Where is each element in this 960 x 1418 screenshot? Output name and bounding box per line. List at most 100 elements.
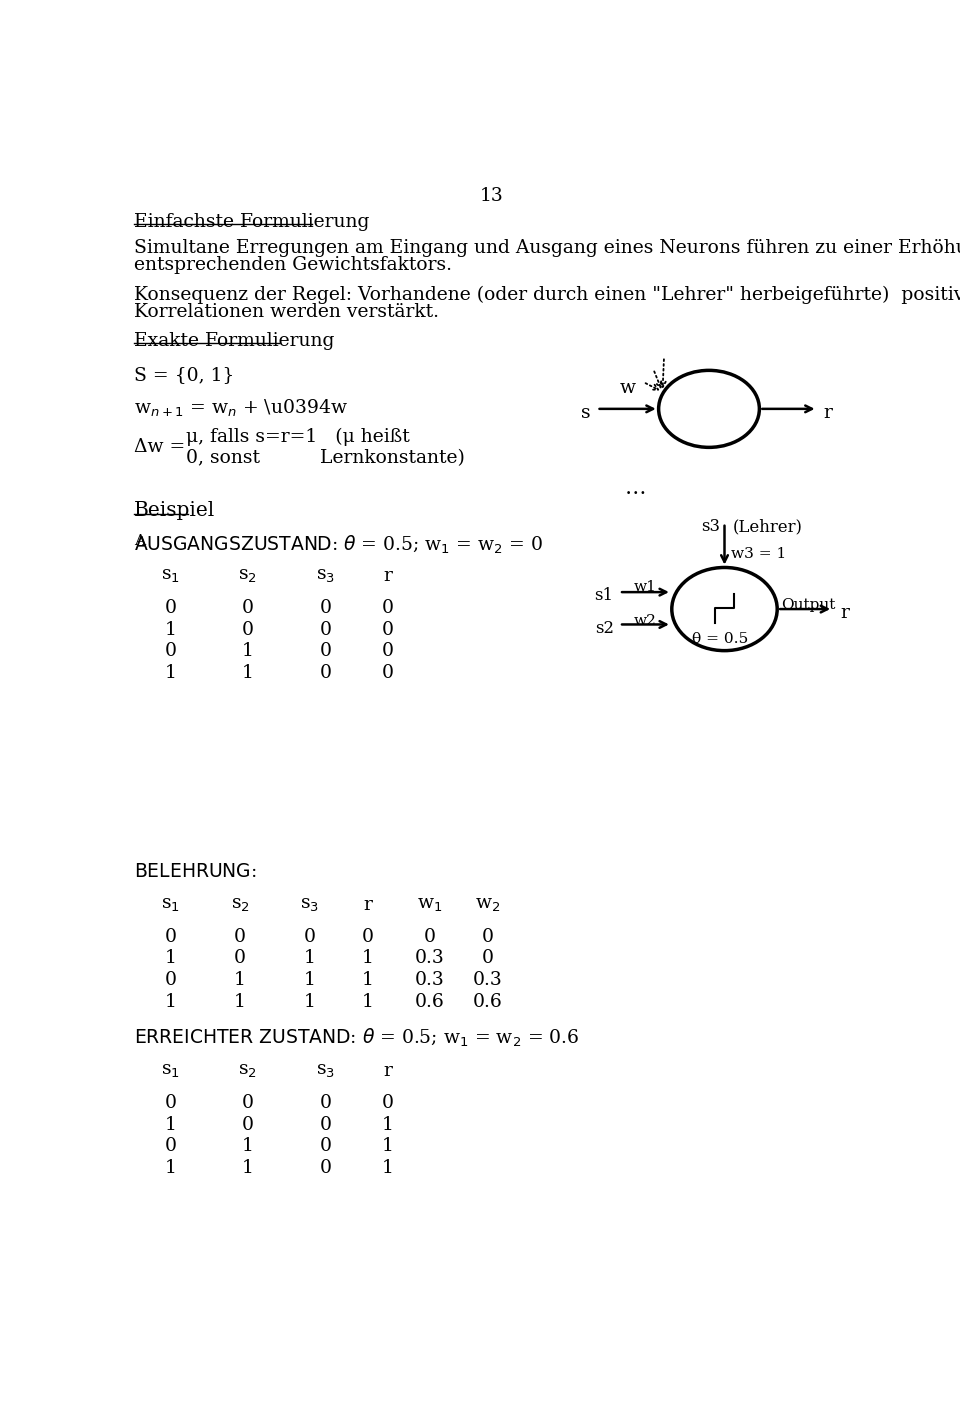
Text: r: r [383,567,392,584]
Text: Δw =: Δw = [134,438,185,457]
Text: θ = 0.5: θ = 0.5 [692,632,749,647]
Text: 0: 0 [320,1137,331,1156]
Text: 1: 1 [242,642,253,661]
Text: Einfachste Formulierung: Einfachste Formulierung [134,213,370,231]
Text: 1: 1 [362,971,374,988]
Text: 0: 0 [164,927,177,946]
Text: 0: 0 [320,1159,331,1177]
Text: 0: 0 [381,1095,394,1112]
Text: 0, sonst          Lernkonstante): 0, sonst Lernkonstante) [186,450,465,467]
Text: 0: 0 [362,927,374,946]
Text: 0: 0 [320,621,331,638]
Text: 1: 1 [304,993,316,1011]
Text: 0: 0 [482,927,494,946]
Text: 0.6: 0.6 [415,993,444,1011]
Text: 0: 0 [242,1095,253,1112]
Text: 0: 0 [320,1116,331,1134]
Text: 1: 1 [242,1159,253,1177]
Text: 0.3: 0.3 [473,971,503,988]
Text: 0: 0 [381,642,394,661]
Text: $\mathsf{ERREICHTER\ ZUSTAND}$: $\theta$ = 0.5; w$_1$ = w$_2$ = 0.6: $\mathsf{ERREICHTER\ ZUSTAND}$: $\theta$… [134,1027,579,1049]
Text: s$_3$: s$_3$ [300,896,320,913]
Text: S = {0, 1}: S = {0, 1} [134,366,234,384]
Text: Output: Output [781,598,835,613]
Text: 0: 0 [242,621,253,638]
Text: 1: 1 [234,993,246,1011]
Text: 13: 13 [480,187,504,206]
Text: 0: 0 [164,1137,177,1156]
Text: 0: 0 [234,950,246,967]
Text: w2: w2 [634,614,657,628]
Text: 1: 1 [164,950,177,967]
Text: 0: 0 [242,598,253,617]
Text: w: w [619,379,636,397]
Text: s2: s2 [594,620,613,637]
Text: 0: 0 [320,642,331,661]
Text: 1: 1 [242,664,253,682]
Text: s$_1$: s$_1$ [161,896,180,913]
Text: 1: 1 [164,1159,177,1177]
Text: 0: 0 [320,1095,331,1112]
Text: 1: 1 [362,993,374,1011]
Text: s3: s3 [701,518,720,535]
Text: 1: 1 [242,1137,253,1156]
Text: w$_2$: w$_2$ [475,896,501,913]
Text: 0: 0 [164,971,177,988]
Text: s$_2$: s$_2$ [238,1062,257,1081]
Text: 1: 1 [164,993,177,1011]
Text: 0: 0 [424,927,436,946]
Text: s$_3$: s$_3$ [316,1062,335,1081]
Text: s1: s1 [594,587,613,604]
Text: 0: 0 [164,642,177,661]
Text: 0: 0 [164,598,177,617]
Text: 0.3: 0.3 [415,971,444,988]
Text: s$_2$: s$_2$ [230,896,250,913]
Text: 1: 1 [234,971,246,988]
Text: r: r [823,404,831,421]
Text: A: A [134,533,145,547]
Text: 0: 0 [242,1116,253,1134]
Text: 1: 1 [362,950,374,967]
Text: $\mathsf{BELEHRUNG}$:: $\mathsf{BELEHRUNG}$: [134,864,256,881]
Text: 1: 1 [164,664,177,682]
Text: 1: 1 [304,971,316,988]
Text: Exakte Formulierung: Exakte Formulierung [134,332,334,350]
Text: w1: w1 [634,580,657,594]
Text: 1: 1 [164,621,177,638]
Text: 1: 1 [164,1116,177,1134]
Text: …: … [625,476,646,499]
Text: 0.3: 0.3 [415,950,444,967]
Text: 1: 1 [381,1116,394,1134]
Text: Konsequenz der Regel: Vorhandene (oder durch einen "Lehrer" herbeigeführte)  pos: Konsequenz der Regel: Vorhandene (oder d… [134,285,960,303]
Text: 0: 0 [381,621,394,638]
Text: 0: 0 [381,664,394,682]
Text: Beispiel: Beispiel [134,501,215,520]
Text: 1: 1 [381,1159,394,1177]
Text: s$_1$: s$_1$ [161,1062,180,1081]
Text: μ, falls s=r=1   (μ heißt: μ, falls s=r=1 (μ heißt [186,428,410,447]
Text: (Lehrer): (Lehrer) [732,518,803,535]
Text: w3 = 1: w3 = 1 [731,547,786,562]
Text: r: r [841,604,850,623]
Text: r: r [364,896,372,913]
Text: 0: 0 [234,927,246,946]
Text: 0: 0 [304,927,316,946]
Text: Korrelationen werden verstärkt.: Korrelationen werden verstärkt. [134,302,439,320]
Text: s: s [581,404,590,421]
Text: s$_1$: s$_1$ [161,567,180,584]
Text: entsprechenden Gewichtsfaktors.: entsprechenden Gewichtsfaktors. [134,257,452,275]
Text: w$_1$: w$_1$ [418,896,443,913]
Text: 0: 0 [381,598,394,617]
Text: $\mathsf{AUSGANGSZUSTAND}$: $\theta$ = 0.5; w$_1$ = w$_2$ = 0: $\mathsf{AUSGANGSZUSTAND}$: $\theta$ = 0… [134,533,542,556]
Text: 0.6: 0.6 [473,993,503,1011]
Text: r: r [383,1062,392,1081]
Text: s$_3$: s$_3$ [316,567,335,584]
Text: 0: 0 [320,598,331,617]
Text: Simultane Erregungen am Eingang und Ausgang eines Neurons führen zu einer Erhöhu: Simultane Erregungen am Eingang und Ausg… [134,240,960,258]
Text: s$_2$: s$_2$ [238,567,257,584]
Text: w$_{n+1}$ = w$_n$ + \u0394w: w$_{n+1}$ = w$_n$ + \u0394w [134,397,348,418]
Text: 0: 0 [320,664,331,682]
Text: 1: 1 [381,1137,394,1156]
Text: 0: 0 [482,950,494,967]
Text: 1: 1 [304,950,316,967]
